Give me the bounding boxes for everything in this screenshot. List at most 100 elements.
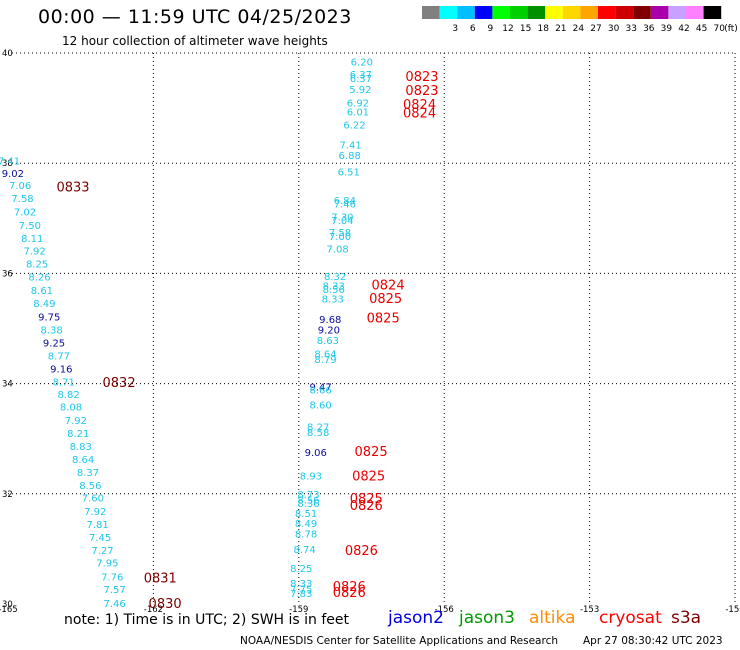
wave-height-label: 7.02 <box>14 208 36 219</box>
satellite-name: s3a <box>671 608 702 628</box>
wave-height-label: 7.04 <box>331 216 353 227</box>
wave-height-label: 7.75 <box>290 585 312 596</box>
wave-height-label: 7.08 <box>326 245 348 256</box>
latitude-label: 40 <box>2 49 13 59</box>
wave-height-label: 9.20 <box>318 326 340 337</box>
wave-height-label: 8.83 <box>70 442 92 453</box>
legend-tick-label: 9 <box>488 24 494 34</box>
wave-height-label: 8.66 <box>309 386 331 397</box>
wave-height-label: 8.32 <box>324 272 346 283</box>
wave-height-label: 8.56 <box>79 481 101 492</box>
wave-height-label: 8.33 <box>322 295 344 306</box>
wave-height-label: 8.60 <box>309 401 331 412</box>
pass-time-label: 0831 <box>144 572 177 587</box>
wave-height-label: 7.30 <box>331 213 353 224</box>
wave-height-label: 8.74 <box>293 545 315 556</box>
legend-swatch <box>686 6 704 19</box>
legend-tick-label: 12 <box>502 24 513 34</box>
satellite-name: altika <box>529 608 576 628</box>
pass-time-label: 0825 <box>352 470 385 485</box>
satellite-legend: jason2 jason3 altika cryosat s3a <box>0 608 740 632</box>
legend-swatch <box>545 6 563 19</box>
pass-time-label: 0823 <box>405 70 438 85</box>
longitude-label: -165 <box>0 605 18 615</box>
wave-height-label: 8.33 <box>323 282 345 293</box>
wave-height-label: 8.56 <box>323 285 345 296</box>
legend-swatch <box>598 6 616 19</box>
wave-height-label: 6.51 <box>338 167 360 178</box>
pass-time-label: 0825 <box>350 492 383 507</box>
wave-height-label: 8.79 <box>314 355 336 366</box>
legend-swatch <box>474 6 493 19</box>
wave-height-label: 7.27 <box>91 546 113 557</box>
wave-height-label: 9.47 <box>309 382 331 393</box>
wave-height-label: 9.02 <box>2 169 24 180</box>
wave-height-label: 6.92 <box>347 99 369 110</box>
wave-height-label: 7.81 <box>87 520 109 531</box>
pass-time-label: 0823 <box>405 84 438 99</box>
wave-height-label: 8.77 <box>48 351 70 362</box>
wave-height-label: 8.93 <box>300 472 322 483</box>
wave-height-label: 8.37 <box>77 468 99 479</box>
legend-tick-label: 21 <box>555 24 566 34</box>
pass-time-label: 0826 <box>333 586 366 601</box>
wave-height-label: 8.71 <box>53 377 75 388</box>
wave-height-label: 8.61 <box>31 286 53 297</box>
legend-tick-label: 30 <box>608 24 620 34</box>
wave-height-label: 9.06 <box>305 448 327 459</box>
wave-height-label: 6.37 <box>350 74 372 85</box>
legend-tick-label: 45 <box>696 24 707 34</box>
legend-swatch <box>633 6 651 19</box>
legend-tick-label: 33 <box>625 24 636 34</box>
wave-height-label: 7.57 <box>103 585 125 596</box>
wave-height-label: 7.58 <box>329 228 351 239</box>
latitude-label: 34 <box>2 380 13 390</box>
longitude-label: -159 <box>289 605 308 615</box>
legend-swatch <box>492 6 510 19</box>
wave-height-label: 7.92 <box>65 416 87 427</box>
legend-tick-label: 36 <box>643 24 655 34</box>
wave-height-label: 8.49 <box>33 299 55 310</box>
page-title: 00:00 — 11:59 UTC 04/25/2023 <box>38 6 352 28</box>
wave-height-label: 7.41 <box>0 156 20 167</box>
wave-height-label: 5.92 <box>349 85 371 96</box>
wave-height-label: 8.51 <box>295 509 317 520</box>
legend-tick-label: 6 <box>470 24 476 34</box>
wave-height-label: 7.76 <box>101 572 123 583</box>
wave-height-label: 7.60 <box>82 494 104 505</box>
wave-height-label: 7.06 <box>9 181 31 192</box>
wave-height-label: 8.49 <box>295 519 317 530</box>
wave-height-label: 8.64 <box>314 349 336 360</box>
wave-height-label: 8.27 <box>307 423 329 434</box>
wave-height-label: 8.58 <box>307 428 329 439</box>
wave-height-label: 8.36 <box>297 499 319 510</box>
wave-height-label: 6.20 <box>351 57 373 68</box>
wave-height-label: 8.21 <box>67 429 89 440</box>
wave-height-label: 6.22 <box>343 121 365 132</box>
pass-time-label: 0826 <box>350 499 383 514</box>
legend-swatch <box>668 6 686 19</box>
wave-height-label: 8.11 <box>21 234 43 245</box>
legend-swatch <box>510 6 528 19</box>
pass-time-label: 0825 <box>369 292 402 307</box>
legend-swatch <box>457 6 475 19</box>
satellite-name: cryosat <box>599 608 662 628</box>
credit-line: NOAA/NESDIS Center for Satellite Applica… <box>240 635 558 647</box>
wave-height-label: 7.00 <box>329 232 351 243</box>
wave-height-label: 9.16 <box>50 365 72 376</box>
generated-timestamp: Apr 27 08:30:42 UTC 2023 <box>583 635 723 647</box>
pass-time-label: 0826 <box>333 580 366 595</box>
latitude-label: 32 <box>2 490 13 500</box>
latitude-label: 36 <box>2 269 13 279</box>
legend-tick-label: 15 <box>520 24 531 34</box>
wave-height-label: 7.92 <box>84 507 106 518</box>
wave-height-label: 8.78 <box>295 529 317 540</box>
wave-height-label: 7.92 <box>24 246 46 257</box>
wave-height-label: 7.41 <box>340 140 362 151</box>
pass-time-label: 0833 <box>56 180 89 195</box>
legend-swatch <box>703 6 722 19</box>
wave-height-label: 7.50 <box>19 221 41 232</box>
wave-height-label: 8.33 <box>290 579 312 590</box>
legend-tick-label: 70 <box>713 24 725 34</box>
